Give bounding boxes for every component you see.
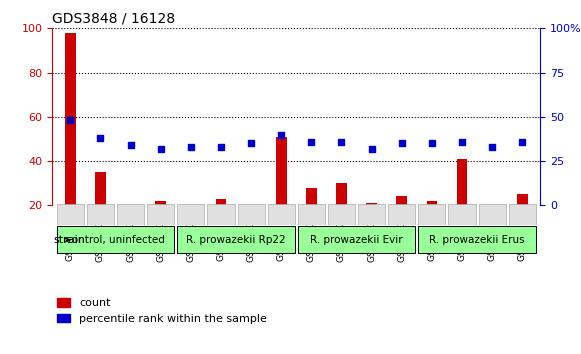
Bar [185,205,196,250]
Text: R. prowazekii Rp22: R. prowazekii Rp22 [187,235,286,245]
Bar [367,203,377,250]
FancyBboxPatch shape [238,204,265,225]
FancyBboxPatch shape [449,204,476,225]
FancyBboxPatch shape [298,226,415,253]
Point [307,139,316,144]
Point [487,144,497,150]
Text: GDS3848 / 16128: GDS3848 / 16128 [52,12,175,26]
Point [126,142,135,148]
Point [246,141,256,146]
Text: R. prowazekii Evir: R. prowazekii Evir [310,235,403,245]
FancyBboxPatch shape [509,204,536,225]
Point [277,132,286,137]
FancyBboxPatch shape [358,204,385,225]
Bar [125,205,136,250]
Bar [336,183,347,250]
Bar [246,205,256,250]
FancyBboxPatch shape [207,204,235,225]
FancyBboxPatch shape [418,204,446,225]
FancyBboxPatch shape [117,204,144,225]
FancyBboxPatch shape [87,204,114,225]
FancyBboxPatch shape [388,204,415,225]
FancyBboxPatch shape [177,226,295,253]
FancyBboxPatch shape [328,204,355,225]
FancyBboxPatch shape [418,226,536,253]
FancyBboxPatch shape [147,204,174,225]
FancyBboxPatch shape [298,204,325,225]
Text: strain: strain [54,235,85,245]
FancyBboxPatch shape [479,204,505,225]
FancyBboxPatch shape [268,204,295,225]
Point [457,139,467,144]
Bar [276,137,286,250]
Point [156,146,166,152]
Point [427,141,436,146]
Point [397,141,406,146]
Point [337,139,346,144]
Text: R. prowazekii Erus: R. prowazekii Erus [429,235,525,245]
Bar [487,205,497,250]
Point [96,135,105,141]
Point [367,146,376,152]
FancyBboxPatch shape [57,226,174,253]
FancyBboxPatch shape [177,204,205,225]
Bar [306,188,317,250]
Bar [457,159,467,250]
Bar [517,194,528,250]
Bar [95,172,106,250]
Point [66,118,75,123]
Bar [156,201,166,250]
Text: control, uninfected: control, uninfected [66,235,165,245]
Bar [216,199,226,250]
FancyBboxPatch shape [57,204,84,225]
Point [187,144,196,150]
Bar [65,33,76,250]
Bar [426,201,437,250]
Bar [396,196,407,250]
Point [216,144,225,150]
Legend: count, percentile rank within the sample: count, percentile rank within the sample [52,294,271,329]
Point [518,139,527,144]
